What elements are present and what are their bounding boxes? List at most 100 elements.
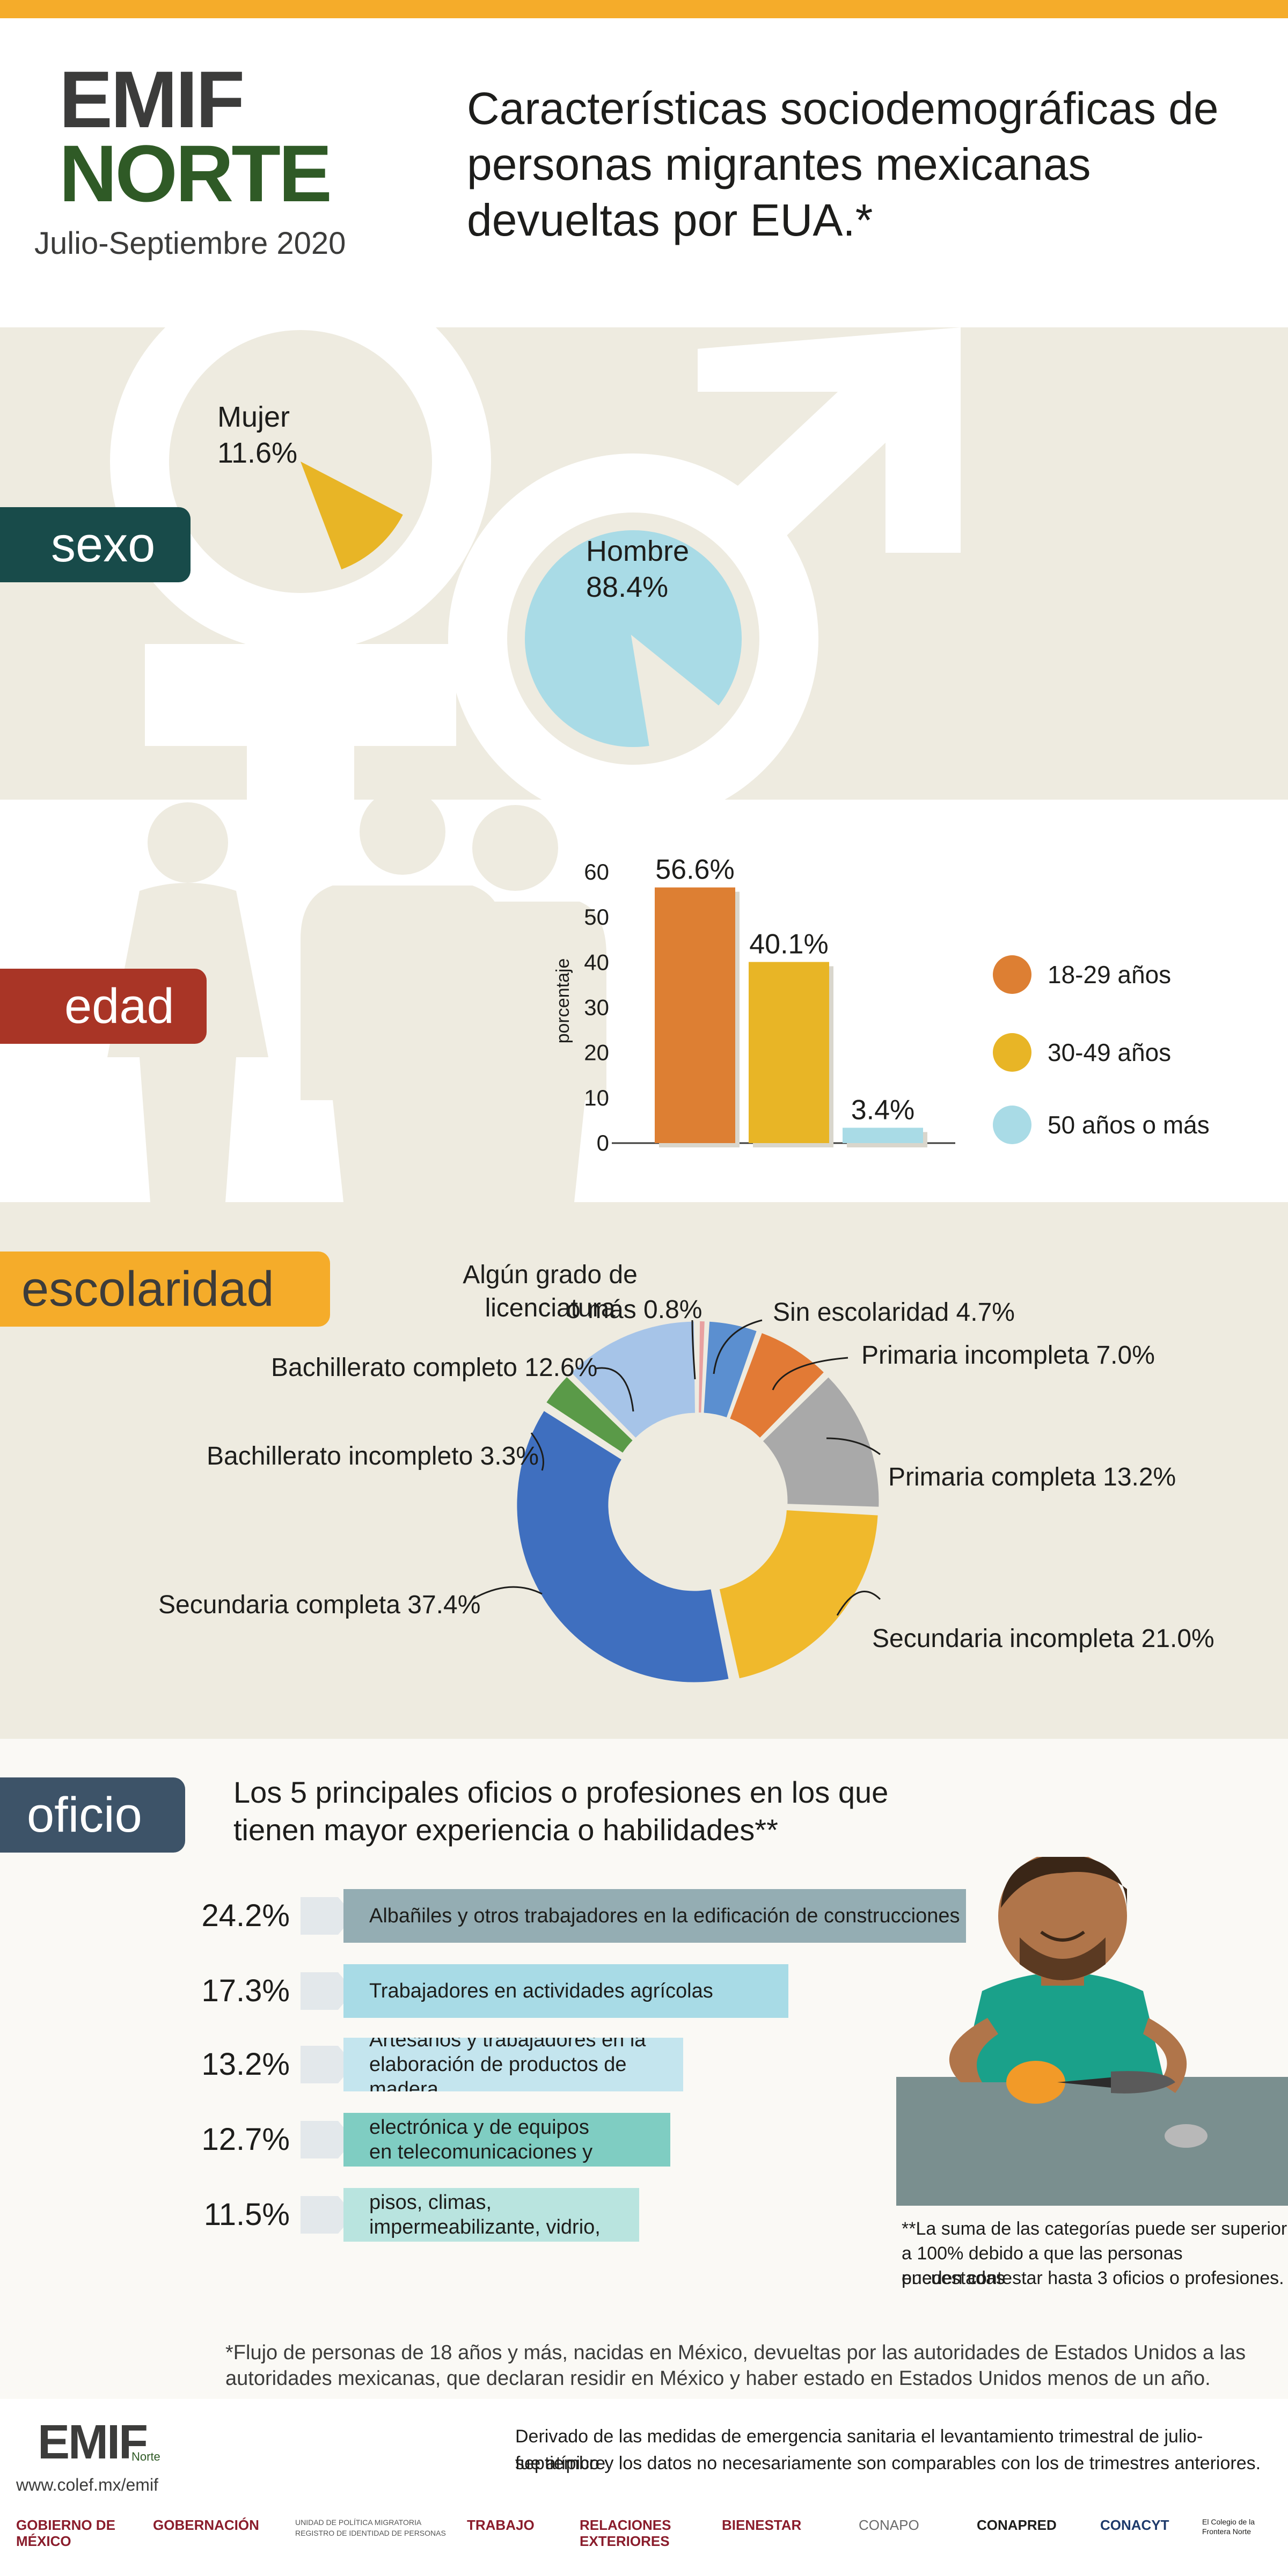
donut-slice: [546, 1377, 633, 1453]
legend-label: 18-29 años: [1048, 961, 1172, 989]
mujer-label: Mujer: [217, 401, 290, 433]
esc-label-prim-inc: Primaria incompleta 7.0%: [861, 1341, 1155, 1370]
sexo-pie-charts: [301, 462, 745, 750]
institution-logo-conapo: CONAPO: [859, 2517, 919, 2533]
donut-slice: [763, 1377, 879, 1507]
esc-label-sin: Sin escolaridad 4.7%: [773, 1298, 1015, 1327]
bar: [843, 1128, 923, 1143]
footer-derived-2: fue atípico y los datos no necesariament…: [515, 2453, 1261, 2473]
y-tick-label: 10: [584, 1085, 609, 1110]
donut-slice: [719, 1510, 878, 1679]
edad-bar-chart: porcentaje 0 10 20 30 40 50 60 56.6% 40.1% 3.4%: [553, 854, 955, 1155]
institution-logo-conacyt: CONACYT: [1100, 2517, 1169, 2533]
institution-logo-gobernacion: GOBERNACIÓN: [153, 2517, 259, 2533]
footer-note-1: *Flujo de personas de 18 años y más, nac…: [225, 2341, 1246, 2364]
section-tag-edad: edad: [0, 969, 207, 1044]
institution-logo-sre: RELACIONES EXTERIORES: [580, 2517, 671, 2549]
oficio-bar: Artesanos y trabajadores en la elaboració…: [343, 2038, 683, 2091]
y-tick-label: 60: [584, 859, 609, 884]
legend-swatch: [993, 1033, 1031, 1072]
y-tick-label: 40: [584, 949, 609, 975]
institution-logo-upm: UNIDAD DE POLÍTICA MIGRATORIA REGISTRO D…: [295, 2518, 446, 2537]
oficio-bar-label-1: Albañiles y otros trabajadores en la edi…: [369, 1905, 960, 1927]
y-tick-label: 30: [584, 995, 609, 1020]
institution-logo-conapred: CONAPRED: [977, 2517, 1057, 2533]
page-title: Características sociodemográficas de per…: [467, 83, 1219, 245]
esc-label-sec-comp: Secundaria completa 37.4%: [158, 1591, 481, 1619]
legend-item-18-29: 18-29 años: [993, 955, 1171, 994]
esc-label-bach-inc: Bachillerato incompleto 3.3%: [207, 1442, 539, 1470]
oficio-bar: Albañiles y otros trabajadores en la edi…: [343, 1889, 966, 1943]
section-tag-oficio: oficio: [0, 1777, 185, 1853]
oficio-bar-label-1: Técnicos eléctricos, en electrónica y de…: [369, 2113, 589, 2139]
donut-slice: [730, 1333, 824, 1438]
y-tick-label: 20: [584, 1040, 609, 1065]
donut-slice: [704, 1321, 757, 1417]
esc-label-licenciatura-2: o más 0.8%: [566, 1296, 702, 1324]
y-axis-label: porcentaje: [553, 958, 573, 1044]
hombre-label: Hombre: [586, 535, 690, 567]
legend-swatch: [993, 955, 1031, 994]
mujer-pct: 11.6%: [217, 437, 298, 469]
oficio-bar: Yeseros, instaladores de pisos, climas,i…: [343, 2188, 639, 2242]
footer-emif-logo: EMIF: [38, 2416, 148, 2469]
bar-data-label: 3.4%: [851, 1094, 915, 1125]
escolaridad-donut-chart: [517, 1321, 879, 1682]
footer-url[interactable]: www.colef.mx/emif: [16, 2475, 158, 2494]
donut-slice: [699, 1321, 705, 1413]
section-tag-escolaridad: escolaridad: [0, 1252, 330, 1327]
esc-label-prim-comp: Primaria completa 13.2%: [888, 1463, 1176, 1491]
escolaridad-leader-lines: [472, 1319, 881, 1616]
oficio-heading-1: Los 5 principales oficios o profesiones …: [233, 1775, 889, 1809]
donut-slice: [517, 1411, 729, 1682]
esc-label-sec-inc: Secundaria incompleta 21.0%: [872, 1624, 1214, 1653]
bar: [655, 887, 735, 1143]
oficio-bar-label-2: impermeabilizante, vidrio, etc., plomero…: [369, 2216, 601, 2242]
oficio-bar-label-2: elaboración de productos de madera: [369, 2053, 627, 2101]
oficio-bar-label-1: Trabajadores en actividades agrícolas: [369, 1980, 713, 2002]
oficio-pct-label: 17.3%: [201, 1973, 290, 2008]
donut-slice: [571, 1321, 695, 1438]
oficio-pct-label: 24.2%: [201, 1898, 290, 1933]
oficio-footnote-2: a 100% debido a que las personas encuest…: [902, 2243, 1183, 2288]
oficio-bar-label-1: Yeseros, instaladores de pisos, climas,: [369, 2188, 592, 2214]
oficio-bar-label-1: Artesanos y trabajadores en la: [369, 2029, 646, 2051]
worker-illustration: [896, 1857, 1288, 2206]
top-accent-bar: [0, 0, 1288, 18]
oficio-pct-label: 11.5%: [203, 2197, 290, 2232]
bar: [749, 962, 829, 1143]
esc-label-licenciatura-1: Algún grado de licenciatura: [463, 1261, 638, 1322]
oficio-footnote-3: pueden contestar hasta 3 oficios o profe…: [902, 2268, 1284, 2288]
oficio-bar: Técnicos eléctricos, en electrónica y de…: [343, 2113, 670, 2167]
institution-logo-trabajo: TRABAJO: [467, 2517, 535, 2533]
institution-logo-colef: El Colegio de la Frontera Norte: [1202, 2518, 1255, 2536]
oficio-bar-label-2: en telecomunicaciones y electromecánicos: [369, 2141, 593, 2167]
oficio-pct-label: 13.2%: [201, 2047, 290, 2082]
oficio-heading-2: tienen mayor experiencia o habilidades**: [233, 1813, 778, 1847]
oficio-bar: Trabajadores en actividades agrícolas: [343, 1964, 788, 2018]
bar-data-label: 56.6%: [655, 854, 734, 885]
institution-logo-gobierno: GOBIERNO DE MÉXICO: [16, 2517, 115, 2549]
footer-emif-logo-sub: Norte: [131, 2450, 160, 2463]
pie-slice-mujer: [301, 462, 403, 570]
gender-symbols-graphic: [110, 327, 961, 800]
footer-note-2: autoridades mexicanas, que declaran resi…: [225, 2367, 1211, 2390]
legend-item-30-49: 30-49 años: [993, 1033, 1171, 1072]
oficio-footnote-1: **La suma de las categorías puede ser su…: [902, 2219, 1287, 2239]
footer-derived-1: Derivado de las medidas de emergencia sa…: [515, 2426, 1203, 2473]
pie-slice-hombre: [522, 527, 745, 750]
legend-swatch: [993, 1106, 1031, 1144]
emif-logo-line2: NORTE: [59, 128, 332, 218]
period-label: Julio-Septiembre 2020: [34, 226, 346, 261]
institution-logo-bienestar: BIENESTAR: [722, 2517, 802, 2533]
esc-label-bach-comp: Bachillerato completo 12.6%: [271, 1353, 598, 1382]
bar-data-label: 40.1%: [749, 928, 828, 960]
y-tick-label: 50: [584, 904, 609, 930]
legend-label: 50 años o más: [1048, 1111, 1210, 1139]
hombre-pct: 88.4%: [586, 571, 669, 603]
emif-logo-line1: EMIF: [59, 54, 245, 144]
legend-label: 30-49 años: [1048, 1038, 1172, 1066]
section-tag-sexo: sexo: [0, 507, 191, 582]
legend-item-50-plus: 50 años o más: [993, 1106, 1210, 1144]
oficio-pct-label: 12.7%: [201, 2122, 290, 2157]
